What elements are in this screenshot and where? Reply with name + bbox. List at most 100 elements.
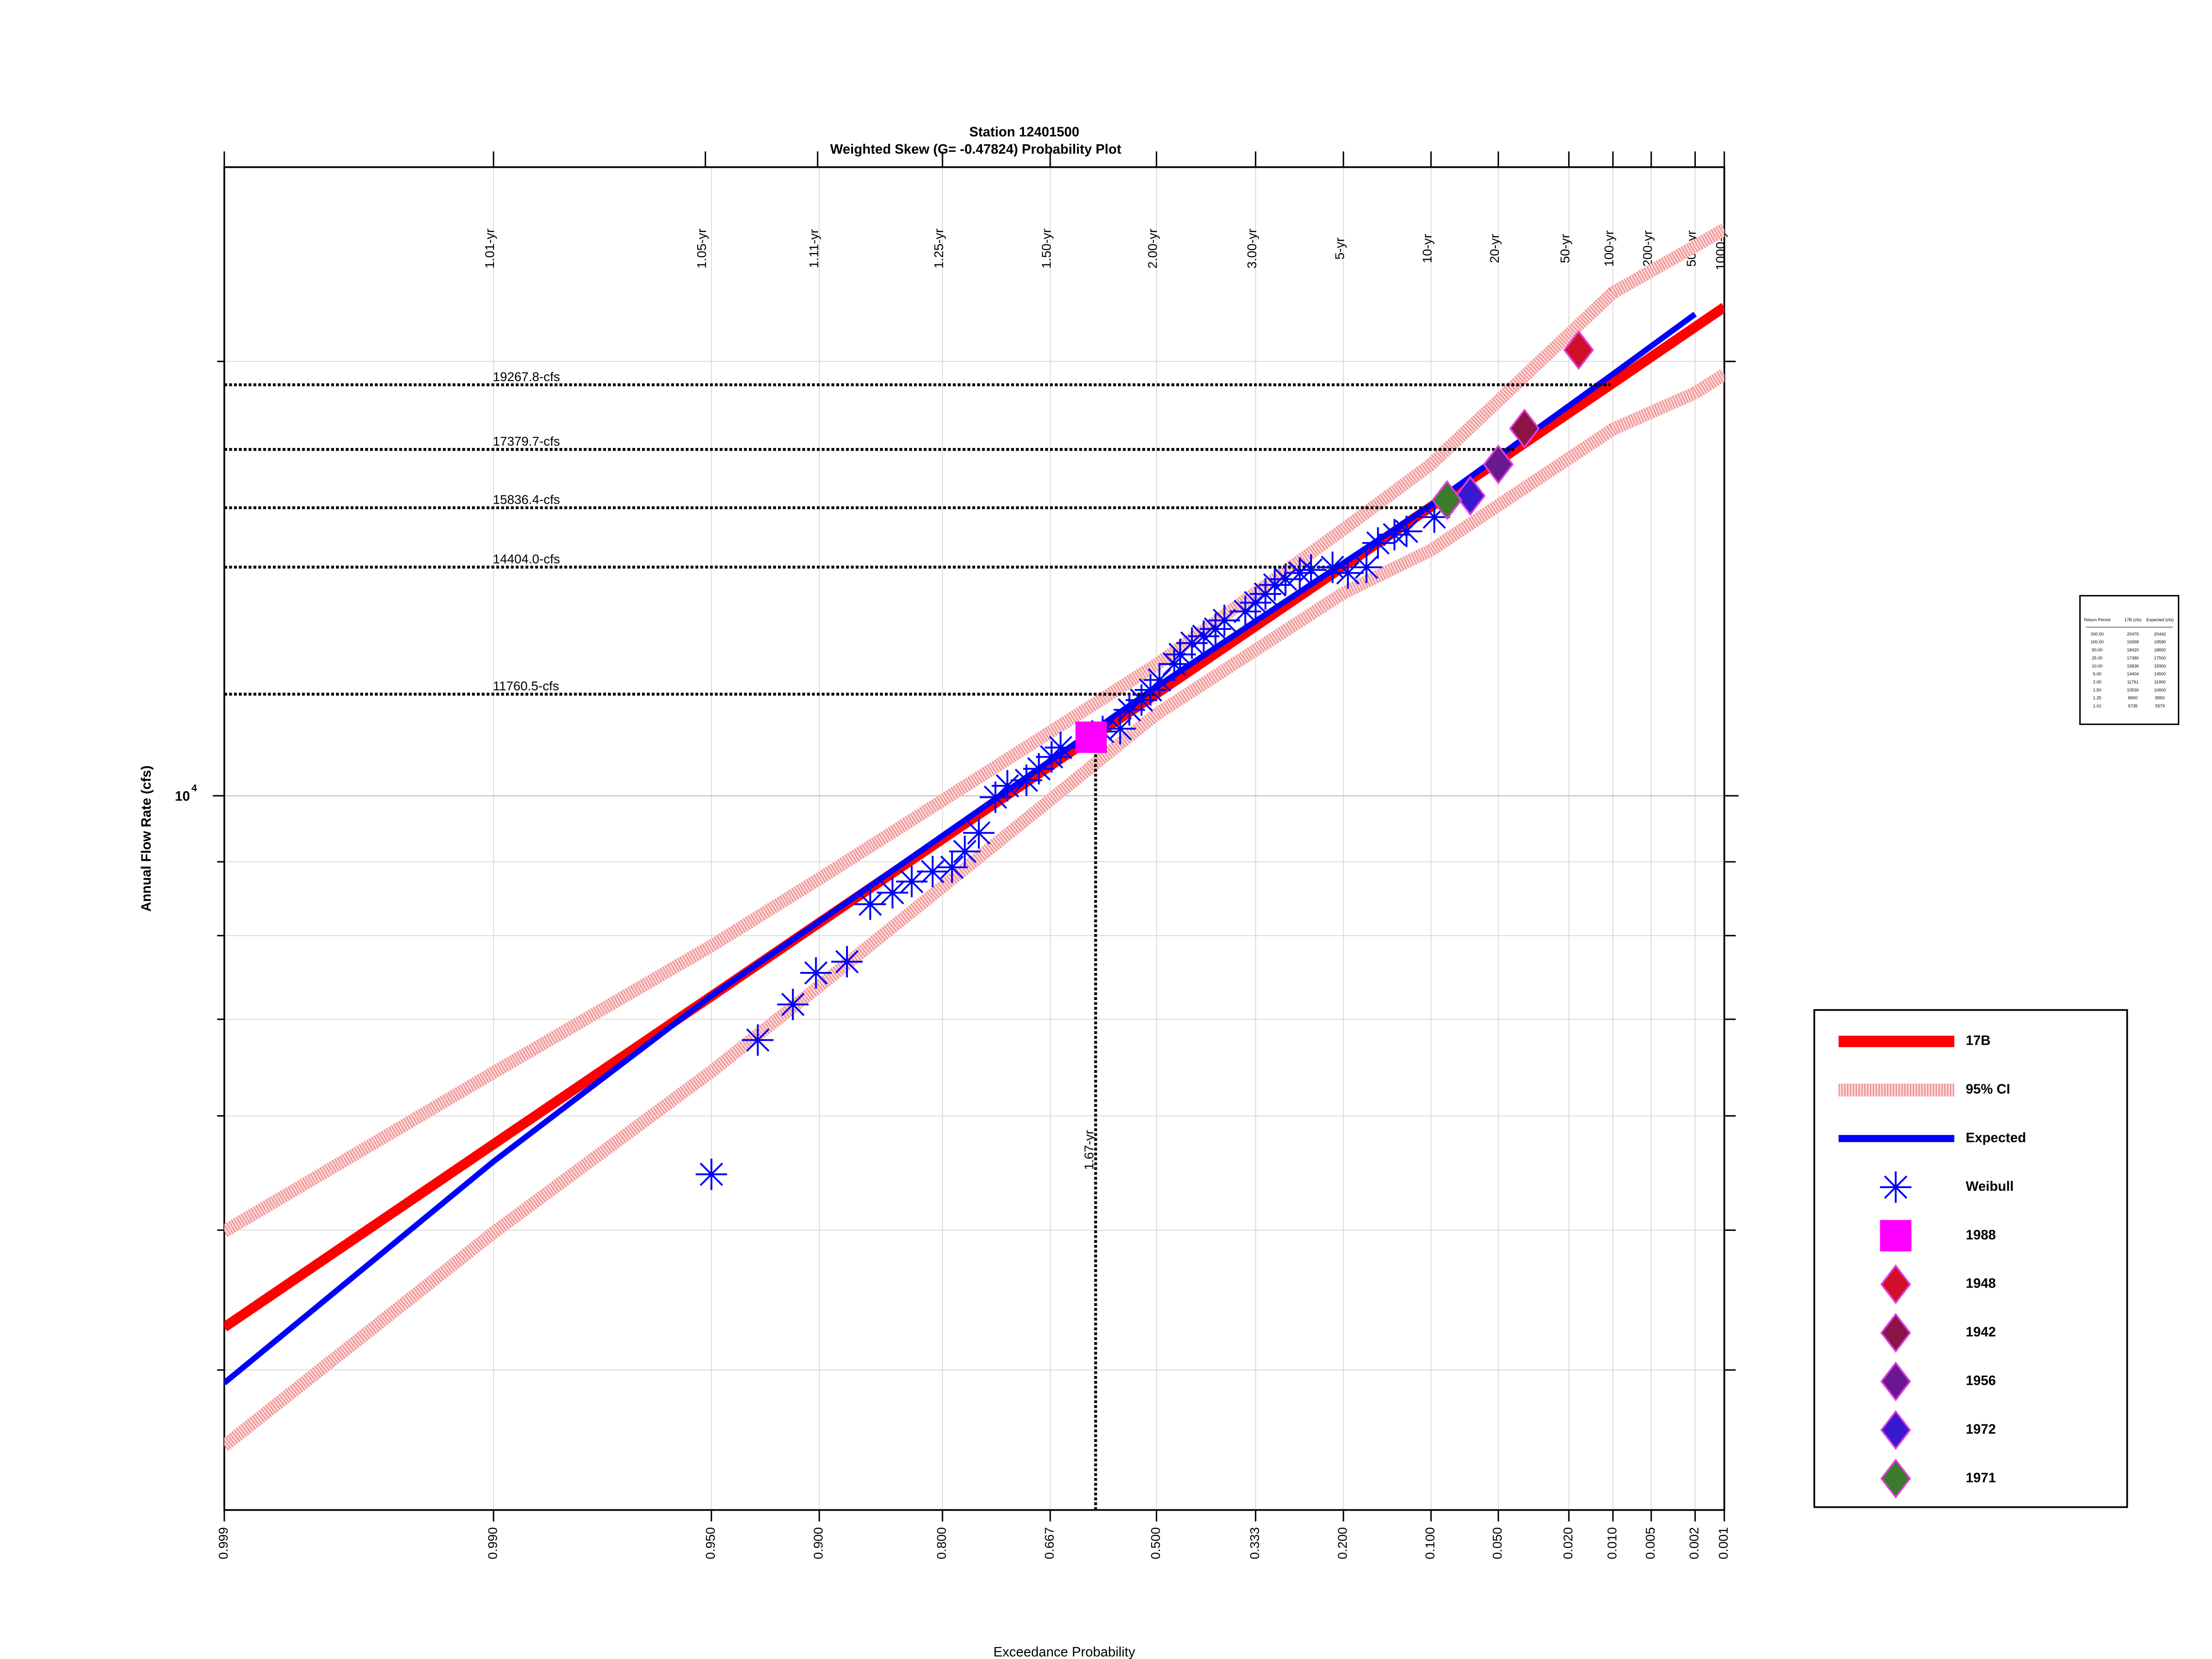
x-axis-label: Exceedance Probability xyxy=(994,1644,1135,1659)
table-header: Return Period xyxy=(2084,618,2110,622)
weibull-point xyxy=(1011,765,1042,796)
flow-label: 11760.5-cfs xyxy=(493,679,559,693)
top-tick-label: 10-yr xyxy=(1420,234,1434,264)
weibull-point xyxy=(742,1024,774,1056)
legend: 17B 95% CI Expected Weibull 1988 1948 1942 1956… xyxy=(1813,1009,2128,1508)
highlight-point xyxy=(1509,408,1540,449)
top-tick-label: 50-yr xyxy=(1558,234,1572,264)
weibull-point xyxy=(1391,515,1423,547)
table-cell: 8900 xyxy=(2128,696,2138,700)
x-tick-label: 0.667 xyxy=(1042,1527,1056,1559)
table-cell: 15836 xyxy=(2127,664,2139,668)
weibull-point xyxy=(1159,648,1190,680)
top-tick-label: 3.00-yr xyxy=(1245,229,1259,269)
series-line xyxy=(224,312,1697,1385)
y-tick-label: 10 xyxy=(175,789,190,804)
weibull-point xyxy=(1284,557,1316,589)
table-cell: 10.00 xyxy=(2092,664,2102,668)
weibull-point xyxy=(1143,664,1176,696)
ci-band xyxy=(224,224,1724,1237)
legend-swatch xyxy=(1880,1171,1912,1203)
table-cell: 17500 xyxy=(2154,656,2166,660)
table-cell: 1.25 xyxy=(2093,696,2101,700)
flow-label: 19267.8-cfs xyxy=(493,370,560,384)
highlight-point xyxy=(1455,476,1486,516)
table-cell: 5579 xyxy=(2155,704,2165,708)
legend-swatch xyxy=(1880,1410,1912,1450)
weibull-point xyxy=(1270,563,1301,595)
plot-frame xyxy=(223,166,1725,1511)
legend-swatch xyxy=(1880,1459,1912,1499)
flow-label: 14404.0-cfs xyxy=(493,552,560,566)
top-tick-label: 2.00-yr xyxy=(1146,229,1160,269)
weibull-point xyxy=(1188,620,1220,652)
grid xyxy=(224,167,1725,1510)
table-cell: 18650 xyxy=(2154,648,2166,653)
highlight-point xyxy=(1563,330,1594,370)
legend-label: Expected xyxy=(1966,1130,2026,1145)
table-cell: 11761 xyxy=(2127,680,2139,684)
x-tick-label: 0.200 xyxy=(1335,1527,1350,1559)
table-cell: 14500 xyxy=(2154,672,2166,677)
table-cell: 1.01 xyxy=(2093,704,2101,708)
table-cell: 10600 xyxy=(2154,688,2166,692)
table-cell: 5.00 xyxy=(2093,672,2101,677)
weibull-point xyxy=(896,865,928,898)
table-cell: 10530 xyxy=(2127,688,2139,692)
table-cell: 1.50 xyxy=(2093,688,2101,692)
weibull-point xyxy=(1208,605,1240,636)
x-tick-label: 0.050 xyxy=(1490,1527,1505,1559)
ci-band xyxy=(224,369,1724,1451)
ci-line xyxy=(224,224,1724,1237)
weibull-point xyxy=(777,988,809,1020)
weibull-point xyxy=(695,1159,727,1190)
top-tick-label: 1.25-yr xyxy=(931,229,946,269)
weibull-point xyxy=(1259,569,1291,601)
legend-swatch xyxy=(1880,1361,1912,1402)
top-tick-label: 5-yr xyxy=(1332,237,1347,259)
weibull-point xyxy=(1317,551,1348,583)
ci-line xyxy=(224,369,1724,1451)
x-tick-label: 0.010 xyxy=(1605,1527,1619,1559)
y-axis-label: Annual Flow Rate (cfs) xyxy=(139,765,154,912)
table-cell: 15900 xyxy=(2154,664,2166,668)
table-cell: 17380 xyxy=(2127,656,2139,660)
legend-label: 95% CI xyxy=(1966,1082,2011,1097)
legend-swatch xyxy=(1880,1312,1912,1353)
legend-swatch xyxy=(1880,1264,1912,1305)
x-tick-label: 0.990 xyxy=(485,1527,500,1559)
chart-subtitle: Weighted Skew (G= -0.47824) Probability … xyxy=(830,141,1121,157)
weibull-point xyxy=(1378,519,1411,551)
weibull-point xyxy=(1176,627,1208,659)
table-cell: 25.00 xyxy=(2092,656,2102,660)
table-cell: 100.00 xyxy=(2091,640,2104,644)
table-cell: 19590 xyxy=(2154,640,2166,644)
x-tick-label: 0.100 xyxy=(1423,1527,1437,1559)
top-tick-label: 1.05-yr xyxy=(694,229,709,269)
flow-label: 17379.7-cfs xyxy=(493,434,560,448)
chart-title: Station 12401500 xyxy=(969,124,1079,140)
weibull-point xyxy=(979,781,1012,813)
table-cell: 5735 xyxy=(2128,704,2138,708)
weibull-point xyxy=(1295,554,1327,586)
legend-label: 17B xyxy=(1966,1033,1991,1048)
highlight-point xyxy=(1075,721,1107,753)
top-tick-label: 100-yr xyxy=(1602,230,1616,267)
x-tick-label: 0.800 xyxy=(935,1527,949,1559)
table-cell: 18420 xyxy=(2127,648,2139,653)
legend-label: 1988 xyxy=(1966,1227,1996,1242)
weibull-point xyxy=(800,957,832,989)
weibull-point xyxy=(854,888,886,920)
weibull-point xyxy=(1113,694,1145,726)
top-tick-label: 200-yr xyxy=(1640,230,1654,267)
weibull-point xyxy=(1045,732,1077,764)
top-tick-label: 1.50-yr xyxy=(1039,229,1053,269)
x-tick-label: 0.999 xyxy=(216,1527,230,1559)
weibull-point xyxy=(963,817,995,849)
x-tick-label: 0.500 xyxy=(1148,1527,1163,1559)
table-cell: 11900 xyxy=(2154,680,2166,684)
weibull-point xyxy=(1164,639,1196,671)
legend-label: 1948 xyxy=(1966,1276,1996,1291)
